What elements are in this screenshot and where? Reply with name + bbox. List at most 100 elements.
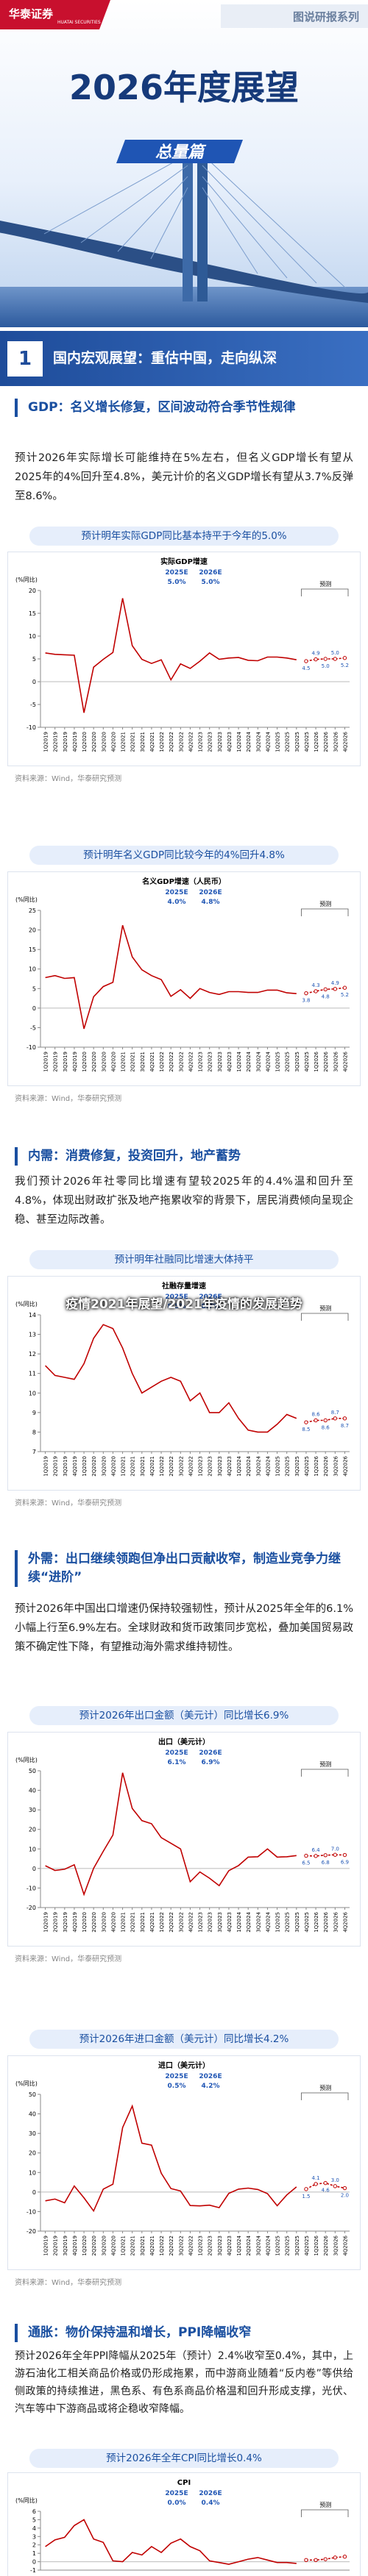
x-tick-label: 4Q2021 xyxy=(149,732,155,752)
x-tick-label: 1Q2026 xyxy=(314,1455,319,1476)
x-tick-label: 3Q2019 xyxy=(63,732,68,752)
series-line xyxy=(45,1324,297,1433)
x-tick-label: 3Q2021 xyxy=(140,1052,146,1072)
x-tick-label: 1Q2026 xyxy=(314,1911,319,1932)
value-label: 6.5 xyxy=(302,1860,310,1866)
x-tick-label: 4Q2019 xyxy=(72,1052,78,1072)
forecast-point xyxy=(333,2555,338,2560)
forecast-point xyxy=(323,1418,328,1423)
x-tick-label: 1Q2021 xyxy=(121,1456,127,1477)
x-tick-label: 2Q2025 xyxy=(285,2236,291,2256)
annotation-header: 2026E xyxy=(199,2073,222,2080)
y-tick-label: 20 xyxy=(29,1827,36,1833)
logo: 华泰证券 xyxy=(9,7,54,21)
x-tick-label: 2Q2019 xyxy=(53,1912,59,1933)
x-tick-label: 2Q2022 xyxy=(169,1052,174,1072)
x-tick-label: 3Q2023 xyxy=(217,1456,223,1477)
forecast-line xyxy=(305,2182,345,2190)
value-label: 4.9 xyxy=(331,980,339,986)
x-tick-label: 1Q2026 xyxy=(314,731,319,752)
value-label: 8.7 xyxy=(341,1423,349,1429)
x-tick-label: 4Q2024 xyxy=(265,1911,271,1932)
forecast-label: 预测 xyxy=(319,580,331,588)
annotation-value: 4.0% xyxy=(168,899,186,906)
x-tick-label: 3Q2024 xyxy=(255,2235,261,2255)
caption: 预计2026年进口金额（美元计）同比增长4.2% xyxy=(29,2030,339,2049)
forecast-label: 预测 xyxy=(319,900,331,907)
annotation-header: 2026E xyxy=(199,569,222,577)
x-tick-label: 2Q2020 xyxy=(91,2236,97,2256)
series-line xyxy=(45,1772,297,1897)
chart-title: 实际GDP增速 xyxy=(160,557,208,566)
chart: 社融存量增速 (%同比) 2025E 8.5% 2026E 8.7% 7 8 9 10 11 12 13… xyxy=(7,1276,361,1491)
y-tick-label: 0 xyxy=(32,2189,36,2196)
forecast-point xyxy=(342,2186,347,2191)
x-tick-label: 3Q2023 xyxy=(217,1912,223,1933)
forecast-point xyxy=(323,2557,328,2561)
x-tick-label: 4Q2020 xyxy=(110,1052,116,1072)
x-tick-label: 2Q2023 xyxy=(208,2236,213,2256)
y-tick-label: 6 xyxy=(32,2508,36,2515)
x-tick-label: 4Q2022 xyxy=(188,732,194,752)
x-tick-label: 4Q2020 xyxy=(110,732,116,752)
chart-title: 名义GDP增速（人民币） xyxy=(142,877,226,886)
source: 资料来源：Wind，华泰研究预测 xyxy=(15,1095,122,1103)
x-tick-label: 1Q2023 xyxy=(198,732,204,752)
value-label: 4.1 xyxy=(311,2175,319,2181)
x-tick-label: 2Q2026 xyxy=(323,1455,329,1476)
x-tick-label: 1Q2021 xyxy=(121,1052,127,1072)
forecast-bracket xyxy=(300,588,349,596)
x-tick-label: 2Q2021 xyxy=(130,2236,136,2256)
y-axis-label: (%同比) xyxy=(15,896,38,903)
forecast-point xyxy=(342,985,347,990)
x-tick-label: 1Q2019 xyxy=(43,1456,49,1477)
x-tick-label: 4Q2025 xyxy=(304,1052,310,1072)
x-tick-label: 1Q2025 xyxy=(275,1456,281,1477)
x-tick-label: 3Q2020 xyxy=(101,1052,107,1072)
x-tick-label: 3Q2023 xyxy=(217,1052,223,1072)
value-label: 5.0 xyxy=(331,650,339,656)
x-tick-label: 1Q2023 xyxy=(198,1456,204,1477)
y-tick-label: 20 xyxy=(29,2150,36,2157)
forecast-point xyxy=(304,2558,308,2562)
x-tick-label: 2Q2024 xyxy=(246,1455,252,1476)
heading: 内需：消费修复，投资回升，地产蓄势 xyxy=(15,1147,353,1166)
caption: 预计2026年出口金额（美元计）同比增长6.9% xyxy=(29,1706,339,1725)
x-tick-label: 4Q2021 xyxy=(149,1456,155,1477)
x-tick-label: 2Q2021 xyxy=(130,1456,136,1477)
value-label: 3.0 xyxy=(331,2177,339,2183)
value-label: 2.0 xyxy=(341,2193,349,2199)
x-tick-label: 2Q2023 xyxy=(208,732,213,752)
forecast-point xyxy=(314,1418,318,1423)
x-tick-label: 3Q2022 xyxy=(178,1052,184,1072)
value-label: 1.5 xyxy=(302,2194,310,2199)
x-tick-label: 3Q2024 xyxy=(255,1455,261,1476)
x-tick-label: 4Q2025 xyxy=(304,2236,310,2256)
heading: 通胀：物价保持温和增长，PPI降幅收窄 xyxy=(15,2324,353,2342)
x-tick-label: 1Q2019 xyxy=(43,1052,49,1072)
annotation-value: 5.0% xyxy=(168,579,186,586)
x-tick-label: 2Q2022 xyxy=(169,732,174,752)
y-axis-label: (%同比) xyxy=(15,1756,38,1763)
y-tick-label: 0 xyxy=(32,2559,36,2566)
x-tick-label: 3Q2021 xyxy=(140,732,146,752)
x-tick-label: 4Q2021 xyxy=(149,2236,155,2256)
y-tick-label: 5 xyxy=(32,2516,36,2523)
y-axis-label: (%同比) xyxy=(15,2497,38,2504)
x-tick-label: 3Q2020 xyxy=(101,732,107,752)
chart-title: CPI xyxy=(177,2479,191,2487)
x-tick-label: 4Q2020 xyxy=(110,1456,116,1477)
x-tick-label: 3Q2025 xyxy=(294,2236,300,2256)
value-label: 7.0 xyxy=(331,1846,339,1852)
y-axis-label: (%同比) xyxy=(15,576,38,583)
x-tick-label: 1Q2024 xyxy=(236,2235,242,2255)
paragraph: 我们预计2026年社零同比增速有望较2025年的4.4%温和回升至4.8%，体现… xyxy=(15,1176,353,1226)
source: 资料来源：Wind，华泰研究预测 xyxy=(15,1499,122,1508)
x-tick-label: 4Q2025 xyxy=(304,732,310,752)
x-tick-label: 3Q2020 xyxy=(101,1912,107,1933)
value-label: 4.8 xyxy=(322,993,330,999)
section-banner: 1 国内宏观展望：重估中国，走向纵深 xyxy=(0,331,368,386)
x-tick-label: 1Q2019 xyxy=(43,2236,49,2256)
x-tick-label: 1Q2019 xyxy=(43,732,49,752)
